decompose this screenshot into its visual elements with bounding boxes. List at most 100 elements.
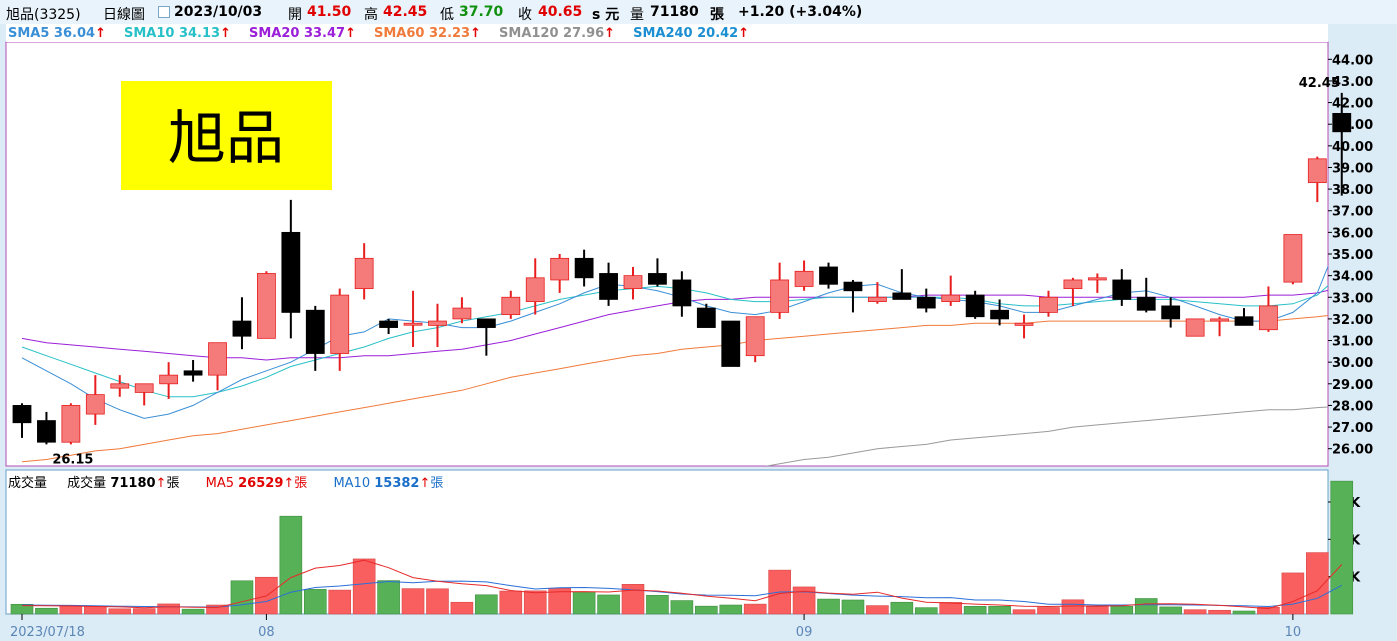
candle-body <box>672 279 692 307</box>
candle-body <box>379 320 399 328</box>
candle-body <box>574 257 594 279</box>
candle-body <box>1283 234 1303 283</box>
volume-bar <box>84 605 107 615</box>
volume-bar <box>352 558 376 615</box>
sma-legend-item: SMA120 27.96↑ <box>499 26 616 41</box>
high-value: 42.45 <box>383 4 428 20</box>
candle-body <box>476 318 496 328</box>
up-arrow-icon: ↑ <box>604 26 616 41</box>
candle-body <box>1259 305 1278 331</box>
volume-bar <box>475 594 498 615</box>
volume-bar <box>1306 552 1329 615</box>
volume-bar <box>841 599 865 615</box>
title-bar: 旭品(3325) 日線圖 2023/10/03 開 41.50 高 42.45 … <box>0 0 1397 24</box>
ma5-legend-value: 26529 <box>238 476 284 491</box>
close-value: 40.65 <box>538 4 583 20</box>
low-label: 低 <box>440 7 454 23</box>
volume-bar <box>279 515 303 615</box>
candle-body <box>525 277 545 302</box>
candle-body <box>1234 316 1254 326</box>
candle-body <box>85 394 105 415</box>
unit-label: s 元 <box>592 7 620 23</box>
volume-bar <box>108 608 132 615</box>
candle-body <box>1087 277 1107 281</box>
volume-bar <box>206 604 229 615</box>
y-tick-label: 28.00 <box>1332 399 1373 414</box>
candle-body <box>232 320 252 337</box>
volume-bar <box>1086 606 1109 615</box>
candle-body <box>256 273 276 339</box>
volume-bar <box>59 605 83 615</box>
candle-body <box>550 257 570 281</box>
volume-bar <box>1257 606 1280 615</box>
candle-body <box>892 292 912 300</box>
volume-bar <box>817 598 840 615</box>
volume-bar <box>597 594 620 615</box>
y-tick-label: 43.00 <box>1332 75 1373 90</box>
candle-body <box>501 296 521 315</box>
volume-bar <box>1134 598 1158 615</box>
low-value: 37.70 <box>459 4 504 20</box>
volume-bar <box>572 591 596 615</box>
candle-body <box>1063 279 1083 290</box>
candle-body <box>183 370 203 376</box>
volume-bar <box>963 606 987 615</box>
volume-title: 成交量 <box>8 476 48 491</box>
open-value: 41.50 <box>307 4 352 20</box>
candle-body <box>330 294 350 354</box>
candle-body <box>1185 318 1205 337</box>
candle-body <box>281 231 301 313</box>
candle-body <box>208 342 227 376</box>
volume-bar <box>1281 572 1305 615</box>
ma10-legend-value: 15382 <box>374 476 420 491</box>
sma-legend-item: SMA240 20.42↑ <box>633 26 750 41</box>
checkbox-icon[interactable] <box>158 4 170 20</box>
volume-bar <box>621 584 645 615</box>
volume-bar <box>1037 607 1060 615</box>
price-annotation: 26.15 <box>52 452 93 467</box>
candle-body <box>721 320 741 367</box>
sma-legend-item: SMA10 34.13↑ <box>123 26 231 41</box>
ma5-legend-unit: 張 <box>294 476 308 491</box>
change-value: +1.20 (+3.04%) <box>738 4 863 20</box>
ma10-legend-unit: 張 <box>430 476 444 491</box>
volume-label: 量 <box>630 7 644 23</box>
candle-body <box>12 405 32 424</box>
y-tick-label: 36.00 <box>1332 226 1373 241</box>
volume-arrow-icon: ↑ <box>155 476 167 491</box>
ma10-arrow-icon: ↑ <box>419 476 431 491</box>
y-tick-label: 35.00 <box>1332 248 1373 263</box>
volume-legend-label: 成交量 <box>67 476 107 491</box>
volume-legend: 成交量 成交量 71180↑張 MA5 26529↑張 MA10 15382↑張 <box>8 472 443 491</box>
volume-bar <box>1110 606 1134 615</box>
volume-bar <box>499 590 523 615</box>
y-tick-label: 40.00 <box>1332 140 1373 155</box>
sma-legend-item: SMA20 33.47↑ <box>248 26 356 41</box>
period-label: 日線圖 <box>103 7 145 23</box>
y-tick-label: 33.00 <box>1332 291 1373 306</box>
volume-bar <box>1183 609 1207 615</box>
volume-bar <box>377 580 400 615</box>
open-label: 開 <box>288 7 302 23</box>
candle-body <box>37 420 56 443</box>
sma120-line <box>764 406 1328 466</box>
candle-body <box>745 316 765 357</box>
volume-bar <box>523 590 547 615</box>
candle-body <box>1161 305 1181 320</box>
stock-name: 旭品(3325) <box>6 7 81 23</box>
candle-body <box>990 309 1009 320</box>
volume-bar <box>695 605 718 615</box>
ma5-legend-label: MA5 <box>205 476 234 491</box>
candle-body <box>770 279 790 313</box>
candle-body <box>452 307 472 320</box>
volume-bar <box>866 605 889 615</box>
volume-panel <box>5 469 1329 615</box>
candle-body <box>1112 279 1132 300</box>
volume-bar <box>181 608 205 615</box>
y-tick-label: 42.00 <box>1332 97 1373 112</box>
candle-body <box>354 257 374 290</box>
volume-bar <box>1232 610 1256 615</box>
candle-body <box>819 266 838 285</box>
watermark-text: 旭品 <box>168 104 284 172</box>
